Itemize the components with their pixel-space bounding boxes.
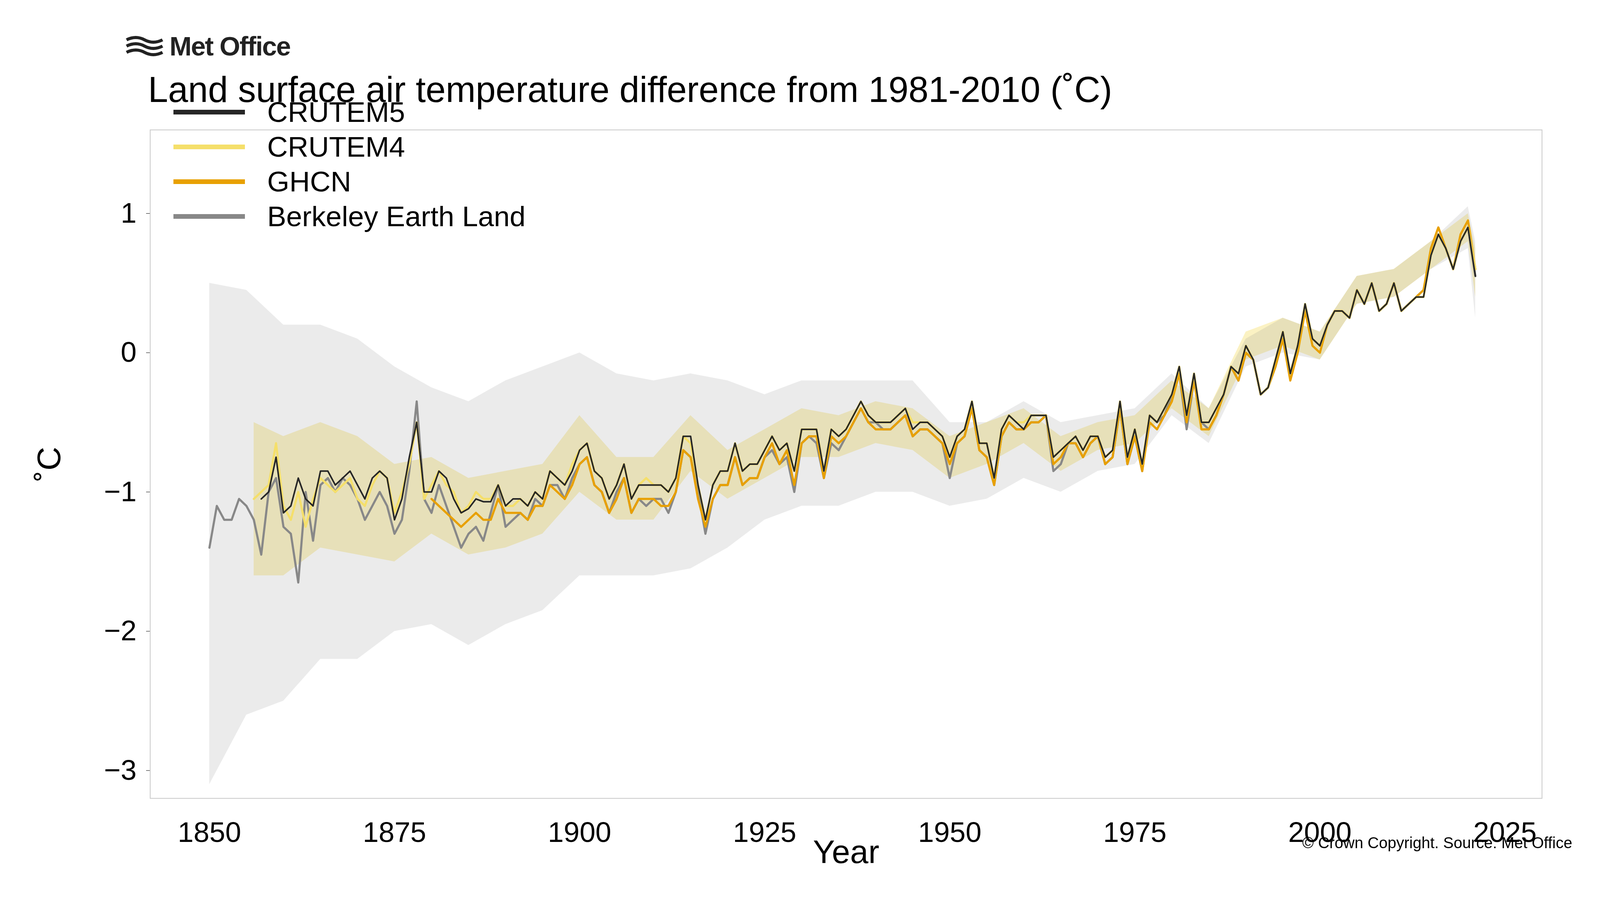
svg-text:−3: −3	[103, 753, 137, 786]
svg-text:1925: 1925	[732, 816, 797, 848]
svg-text:1875: 1875	[362, 816, 427, 848]
svg-text:−1: −1	[103, 475, 137, 508]
svg-text:1950: 1950	[917, 816, 982, 848]
svg-text:1975: 1975	[1103, 816, 1167, 848]
svg-text:Year: Year	[812, 833, 880, 870]
svg-text:1: 1	[120, 196, 137, 229]
svg-text:−2: −2	[103, 614, 137, 647]
svg-text:0: 0	[120, 335, 137, 368]
svg-text:˚C: ˚C	[30, 446, 68, 482]
svg-text:1850: 1850	[177, 816, 242, 848]
svg-text:1900: 1900	[548, 816, 612, 848]
